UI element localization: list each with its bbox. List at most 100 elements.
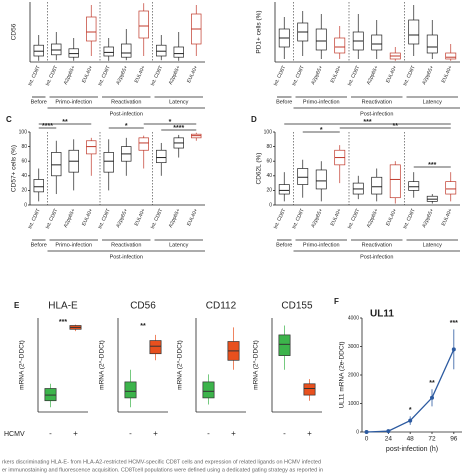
sig-stars: * [125, 123, 128, 130]
x-tick-label: Int. CD8T [27, 208, 41, 230]
x-tick-label: Int. CD8T [27, 65, 41, 87]
group-label: Primo-infection [303, 242, 340, 248]
panel-title: HLA-E [48, 301, 78, 312]
box [297, 168, 309, 185]
box [445, 181, 457, 195]
group-label: Before [276, 99, 292, 105]
box [68, 48, 79, 58]
group-label: Reactivation [111, 99, 141, 105]
y-tick-label: 40 [21, 173, 27, 179]
group-label: Primo-infection [303, 99, 340, 105]
sig-stars: *** [428, 162, 436, 169]
y-tick-label: 100 [19, 129, 28, 135]
panel-title: UL11 [370, 309, 394, 320]
x-tick-label: A2pp65+ [366, 208, 380, 229]
y-axis-label: UL11 mRNA (2e-DDCt) [339, 341, 346, 408]
y-axis-label: CD56 [11, 23, 18, 40]
box [156, 44, 167, 57]
x-tick-label: Int. CD8T [402, 65, 416, 87]
box [278, 334, 291, 356]
sig-stars: *** [59, 319, 67, 326]
x-tick-label: A2pp65+ [115, 65, 129, 86]
x-tick-label: Int. CD8T [291, 208, 305, 230]
y-axis-label: mRNA (2^-DDCt) [253, 340, 260, 390]
group-label: Latency [169, 99, 189, 105]
group-label: Latency [423, 242, 443, 248]
x-tick-label: 96 [450, 436, 458, 443]
group-label: Latency [169, 242, 189, 248]
box [371, 176, 383, 195]
y-tick-label: 60 [266, 159, 272, 165]
group-label: Before [31, 99, 47, 105]
data-point [364, 430, 369, 434]
x-tick-label: Int. CD8T [45, 208, 59, 230]
box [138, 10, 149, 39]
sig-stars: *** [450, 320, 458, 327]
box [149, 340, 162, 355]
x-tick-label: EUL40+ [330, 65, 343, 84]
x-tick-label: EUL40+ [81, 208, 94, 227]
x-tick-label: EUL40+ [330, 208, 343, 227]
box [156, 149, 167, 164]
x-tick-label: Int. CD8T [45, 65, 59, 87]
x-tick-label: Int. CD8T [273, 208, 287, 230]
data-point [408, 418, 413, 423]
x-tick-label: A2pp65+ [63, 65, 77, 86]
box [408, 181, 420, 191]
x-tick-label: - [207, 429, 210, 438]
caption-line: rkers discriminating HLA-E- from HLA-A2-… [2, 459, 321, 465]
box [33, 179, 44, 193]
y-tick-label: 60 [21, 159, 27, 165]
group-label: Reactivation [362, 242, 392, 248]
y-tick-label: 80 [266, 144, 272, 150]
box [389, 164, 401, 199]
panel-letter: C [6, 115, 12, 124]
x-tick-label: A2pp65+ [366, 65, 380, 86]
x-tick-label: Int. CD8T [347, 208, 361, 230]
x-tick-label: Int. CD8T [97, 208, 111, 230]
y-axis-label: CD62L (%) [256, 153, 263, 185]
y-tick-label: 0 [269, 202, 272, 208]
group-header: Post-infection [110, 254, 143, 260]
y-axis-label: mRNA (2^-DDCt) [19, 340, 26, 390]
x-tick-label: - [129, 429, 132, 438]
group-label: Reactivation [362, 99, 392, 105]
x-tick-label: + [73, 429, 78, 438]
box [51, 152, 62, 177]
group-label: Reactivation [111, 242, 141, 248]
x-tick-label: A2pp65+ [421, 208, 435, 229]
x-tick-label: A2pp65+ [310, 208, 324, 229]
box [51, 43, 62, 56]
sig-stars: ** [429, 380, 435, 387]
sig-stars: *** [363, 119, 371, 126]
box [315, 28, 327, 51]
x-tick-label: - [283, 429, 286, 438]
y-tick-label: 3000 [348, 344, 359, 350]
y-tick-label: 20 [266, 188, 272, 194]
box [86, 16, 97, 42]
y-tick-label: 80 [21, 144, 27, 150]
group-label: Before [31, 242, 47, 248]
box [103, 152, 114, 173]
x-tick-label: + [231, 429, 236, 438]
panel-letter: D [251, 115, 257, 124]
y-tick-label: 4000 [348, 315, 359, 321]
panel-letter: F [334, 297, 339, 306]
box [278, 184, 290, 195]
sig-stars: ** [140, 323, 146, 330]
x-axis-label: post-infection (h) [386, 446, 438, 453]
y-tick-label: 2000 [348, 372, 359, 378]
box [445, 52, 457, 60]
box [138, 137, 149, 151]
x-tick-label: A2pp65+ [115, 208, 129, 229]
x-tick-label: A2pp65+ [63, 208, 77, 229]
y-tick-label: 0 [24, 202, 27, 208]
group-header: Post-infection [360, 111, 393, 117]
x-axis-label: HCMV [4, 431, 25, 438]
box [124, 381, 137, 399]
x-tick-label: A2pp65+ [168, 65, 182, 86]
data-point [451, 347, 456, 352]
x-tick-label: Int. CD8T [402, 208, 416, 230]
y-tick-label: 0 [356, 429, 359, 435]
